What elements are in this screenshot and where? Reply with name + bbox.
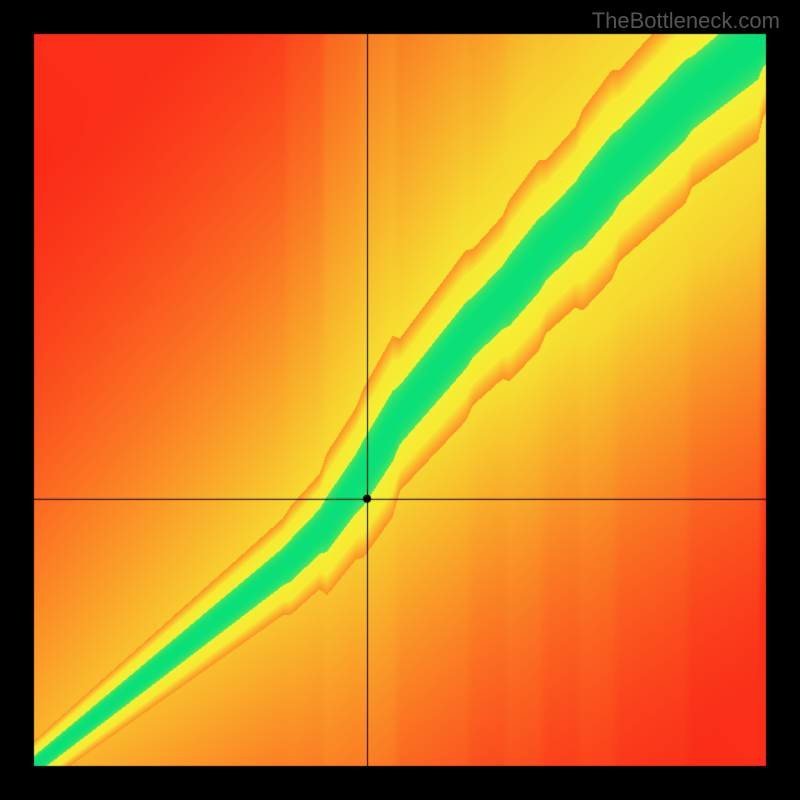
- bottleneck-heatmap: [0, 0, 800, 800]
- chart-container: TheBottleneck.com: [0, 0, 800, 800]
- watermark-text: TheBottleneck.com: [592, 8, 780, 34]
